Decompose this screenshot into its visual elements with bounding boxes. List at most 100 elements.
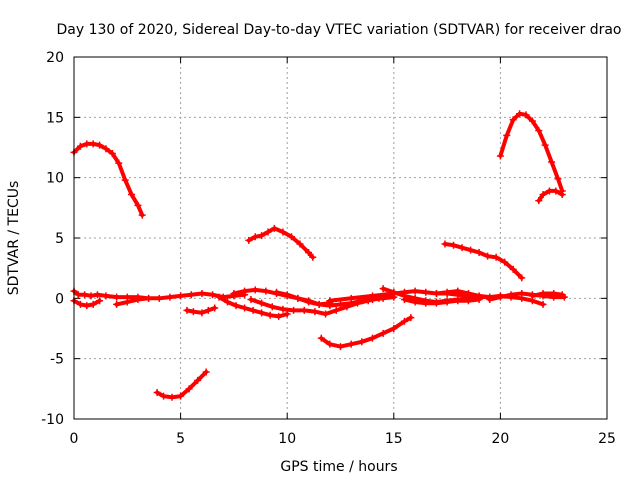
data-point (518, 290, 526, 298)
y-tick-label: 20 (46, 50, 64, 66)
data-point (275, 312, 283, 320)
x-tick-label: 10 (278, 431, 296, 447)
series-arc21 (528, 290, 566, 300)
data-point (134, 201, 142, 209)
series-arc1 (70, 140, 146, 219)
series-line (155, 369, 209, 400)
data-point (96, 141, 104, 149)
data-point (322, 310, 330, 318)
y-tick-label: 10 (46, 171, 64, 187)
data-point (368, 334, 376, 342)
plot-frame (73, 56, 608, 420)
data-point (177, 292, 185, 300)
data-point (296, 240, 304, 248)
data-point (241, 304, 249, 312)
data-point (202, 368, 210, 376)
data-point (108, 150, 116, 158)
series-line (72, 141, 145, 218)
x-axis-label: GPS time / hours (280, 459, 397, 475)
data-point (501, 258, 509, 266)
data-point (400, 317, 408, 325)
data-point (115, 159, 123, 167)
data-point (185, 385, 193, 393)
data-point (230, 290, 238, 298)
data-point (315, 300, 323, 308)
data-point (160, 392, 168, 400)
data-point (121, 176, 129, 184)
data-point (168, 393, 176, 401)
data-point (83, 302, 91, 310)
data-point (279, 228, 287, 236)
series-line (319, 315, 413, 349)
data-point (496, 152, 504, 160)
data-point (432, 290, 440, 298)
data-point (422, 288, 430, 296)
data-point (332, 306, 340, 314)
data-point (464, 297, 472, 305)
data-point (528, 117, 536, 125)
data-point (300, 306, 308, 314)
data-point (224, 298, 232, 306)
data-point (347, 294, 355, 302)
data-point (211, 304, 219, 312)
data-point (368, 292, 376, 300)
data-point (83, 140, 91, 148)
data-point (475, 292, 483, 300)
data-point (264, 228, 272, 236)
data-point (287, 233, 295, 241)
data-point (89, 300, 97, 308)
data-point (204, 306, 212, 314)
data-point (183, 306, 191, 314)
data-point (522, 111, 530, 119)
data-point (279, 305, 287, 313)
series-arc6 (496, 110, 566, 195)
data-point (492, 253, 500, 261)
data-point (539, 300, 547, 308)
x-tick-label: 15 (385, 431, 403, 447)
data-point (241, 287, 249, 295)
data-point (347, 340, 355, 348)
data-point (552, 187, 560, 195)
series-arc11 (183, 304, 219, 317)
chart-title: Day 130 of 2020, Sidereal Day-to-day VTE… (56, 22, 621, 38)
data-point (258, 309, 266, 317)
y-tick-label: -5 (50, 352, 64, 368)
data-point (390, 288, 398, 296)
data-point (411, 298, 419, 306)
data-point (145, 294, 153, 302)
data-point (518, 274, 526, 282)
data-point (449, 241, 457, 249)
data-point (251, 233, 259, 241)
data-point (187, 291, 195, 299)
data-point (358, 338, 366, 346)
data-point (317, 334, 325, 342)
data-point (209, 291, 217, 299)
data-point (189, 308, 197, 316)
data-point (74, 291, 82, 299)
data-point (270, 224, 278, 232)
data-point (454, 287, 462, 295)
data-point (249, 306, 257, 314)
y-tick-labels: -10 -5 0 5 10 15 20 (41, 50, 64, 428)
data-point (379, 285, 387, 293)
data-point (411, 287, 419, 295)
y-tick-label: 15 (46, 110, 64, 126)
y-tick-label: 5 (55, 231, 64, 247)
data-point (283, 291, 291, 299)
series-arc5 (441, 240, 526, 282)
series-arc2 (153, 368, 210, 401)
data-point (535, 197, 543, 205)
series-line (443, 242, 524, 280)
data-point (379, 329, 387, 337)
data-point (258, 299, 266, 307)
data-point (76, 142, 84, 150)
data-point (134, 296, 142, 304)
y-axis-label: SDTVAR / TECUs (6, 181, 22, 296)
data-point (548, 158, 556, 166)
data-point (266, 311, 274, 319)
series-arc4 (317, 314, 415, 351)
y-tick-label: 0 (55, 291, 64, 307)
x-tick-label: 5 (176, 431, 185, 447)
data-point (87, 292, 95, 300)
data-point (539, 290, 547, 298)
